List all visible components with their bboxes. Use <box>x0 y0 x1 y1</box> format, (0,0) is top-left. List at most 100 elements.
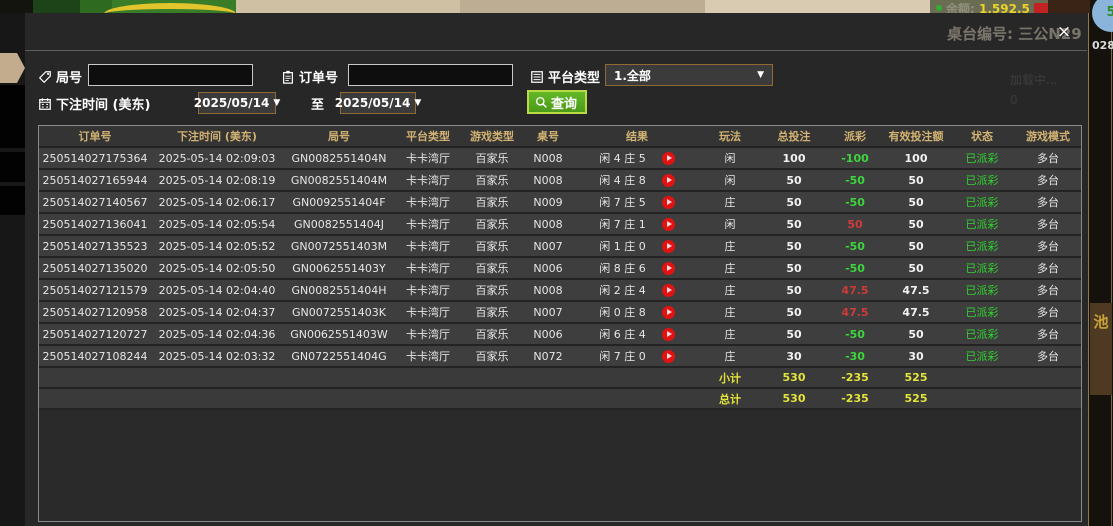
cell-result: 闲 7 庄 5 <box>573 192 701 212</box>
cell-play: 庄 <box>724 196 736 209</box>
round-number-input[interactable] <box>88 64 253 86</box>
play-video-icon[interactable] <box>661 239 675 253</box>
result-text: 闲 4 庄 5 <box>599 152 646 165</box>
close-icon[interactable]: × <box>1056 22 1072 42</box>
cell-payout: -100 <box>841 151 869 165</box>
cell-order: 250514027120727 <box>42 327 148 341</box>
result-text: 闲 1 庄 0 <box>599 240 646 253</box>
play-video-icon[interactable] <box>661 305 675 319</box>
cell-valid: 50 <box>908 261 924 275</box>
cell-play: 庄 <box>724 350 736 363</box>
query-button[interactable]: 查询 <box>527 90 588 114</box>
bet-records-table: 订单号 下注时间 (美东) 局号 平台类型 游戏类型 桌号 结果 玩法 总投注 派彩 有效投注额 状态… <box>38 125 1082 522</box>
cell-table_no: N009 <box>533 195 563 209</box>
drawer-handle-tab[interactable] <box>0 53 25 83</box>
cell-game: 百家乐 <box>475 306 509 319</box>
play-video-icon[interactable] <box>661 173 675 187</box>
total-row-mode <box>1013 389 1081 408</box>
cell-bet: 50 <box>786 283 802 297</box>
table-row: 250514027136041 2025-05-14 02:05:54 GN0082… <box>39 214 1081 236</box>
cell-round: GN0072551403M <box>290 239 388 253</box>
left-menu-block <box>0 152 25 182</box>
result-text: 闲 0 庄 8 <box>599 306 646 319</box>
cell-payout: -50 <box>845 327 865 341</box>
total-row-time <box>151 389 283 408</box>
total-row-platform <box>395 389 461 408</box>
date-from-select[interactable]: 2025/05/14 ▼ <box>194 92 280 114</box>
cell-order: 250514027165944 <box>42 173 148 187</box>
cell-round: GN0082551404H <box>291 283 387 297</box>
cell-valid: 47.5 <box>902 305 930 319</box>
cell-status: 已派彩 <box>965 174 999 187</box>
background-game-strip: 余额: 1,592.5 <box>0 0 1113 13</box>
cell-result: 闲 7 庄 0 <box>573 346 701 366</box>
cell-platform: 卡卡湾厅 <box>406 218 450 231</box>
date-to-select[interactable]: 2025/05/14 ▼ <box>335 92 421 114</box>
header-platform: 平台类型 <box>406 130 450 143</box>
cell-status: 已派彩 <box>965 196 999 209</box>
header-play: 玩法 <box>719 130 741 143</box>
cell-order: 250514027140567 <box>42 195 148 209</box>
cell-platform: 卡卡湾厅 <box>406 174 450 187</box>
play-video-icon[interactable] <box>661 151 675 165</box>
play-video-icon[interactable] <box>661 327 675 341</box>
chevron-down-icon: ▼ <box>273 98 281 108</box>
header-valid: 有效投注额 <box>888 130 944 143</box>
cell-result: 闲 1 庄 0 <box>573 236 701 256</box>
total-row-order <box>39 389 151 408</box>
order-number-label: 订单号 <box>281 67 338 86</box>
play-video-icon[interactable] <box>661 261 675 275</box>
cell-round: GN0062551403W <box>290 327 388 341</box>
cell-valid: 47.5 <box>902 283 930 297</box>
table-row: 250514027175364 2025-05-14 02:09:03 GN0082… <box>39 148 1081 170</box>
header-game: 游戏类型 <box>470 130 514 143</box>
platform-type-label: 平台类型 <box>530 67 600 86</box>
cell-valid: 50 <box>908 239 924 253</box>
result-text: 闲 7 庄 5 <box>599 196 646 209</box>
play-video-icon[interactable] <box>661 283 675 297</box>
platform-type-select[interactable]: 1.全部 ▼ <box>605 64 773 86</box>
cell-round: GN0062551403Y <box>292 261 386 275</box>
cell-result: 闲 6 庄 4 <box>573 324 701 344</box>
subtotal-row-result <box>573 368 701 387</box>
subtotal-row-table_no <box>523 368 573 387</box>
total-row-valid: 525 <box>904 392 928 405</box>
result-text: 闲 4 庄 8 <box>599 174 646 187</box>
cell-round: GN0722551404G <box>291 349 387 363</box>
balance-text: 余额: 1,592.5 <box>946 0 1048 13</box>
table-row: 250514027165944 2025-05-14 02:08:19 GN0082… <box>39 170 1081 192</box>
order-number-input[interactable] <box>348 64 513 86</box>
cell-game: 百家乐 <box>475 350 509 363</box>
play-video-icon[interactable] <box>661 217 675 231</box>
cell-platform: 卡卡湾厅 <box>406 350 450 363</box>
cell-game: 百家乐 <box>475 174 509 187</box>
result-text: 闲 8 庄 6 <box>599 262 646 275</box>
cell-time: 2025-05-14 02:06:17 <box>158 195 276 209</box>
cell-valid: 30 <box>908 349 924 363</box>
header-order: 订单号 <box>78 130 112 143</box>
play-video-icon[interactable] <box>661 195 675 209</box>
cell-mode: 多台 <box>1037 196 1059 209</box>
cell-play: 庄 <box>724 328 736 341</box>
to-label: 至 <box>311 98 325 113</box>
cell-bet: 50 <box>786 195 802 209</box>
red-badge <box>1033 3 1048 13</box>
table-rim-graphic <box>104 3 236 13</box>
cell-mode: 多台 <box>1037 350 1059 363</box>
cell-time: 2025-05-14 02:09:03 <box>158 151 276 165</box>
subtotal-row-mode <box>1013 368 1081 387</box>
cell-payout: 47.5 <box>841 283 869 297</box>
play-video-icon[interactable] <box>661 349 675 363</box>
cell-platform: 卡卡湾厅 <box>406 284 450 297</box>
cell-play: 庄 <box>724 240 736 253</box>
total-row-payout: -235 <box>841 392 869 405</box>
cell-table_no: N072 <box>533 349 563 363</box>
subtotal-row-valid: 525 <box>904 371 928 384</box>
subtotal-row-status <box>951 368 1013 387</box>
clipboard-icon <box>283 70 293 84</box>
cell-play: 庄 <box>724 262 736 275</box>
cell-order: 250514027135020 <box>42 261 148 275</box>
cell-table_no: N008 <box>533 151 563 165</box>
cell-play: 闲 <box>724 152 736 165</box>
chip-badge: 5 <box>1092 0 1113 32</box>
